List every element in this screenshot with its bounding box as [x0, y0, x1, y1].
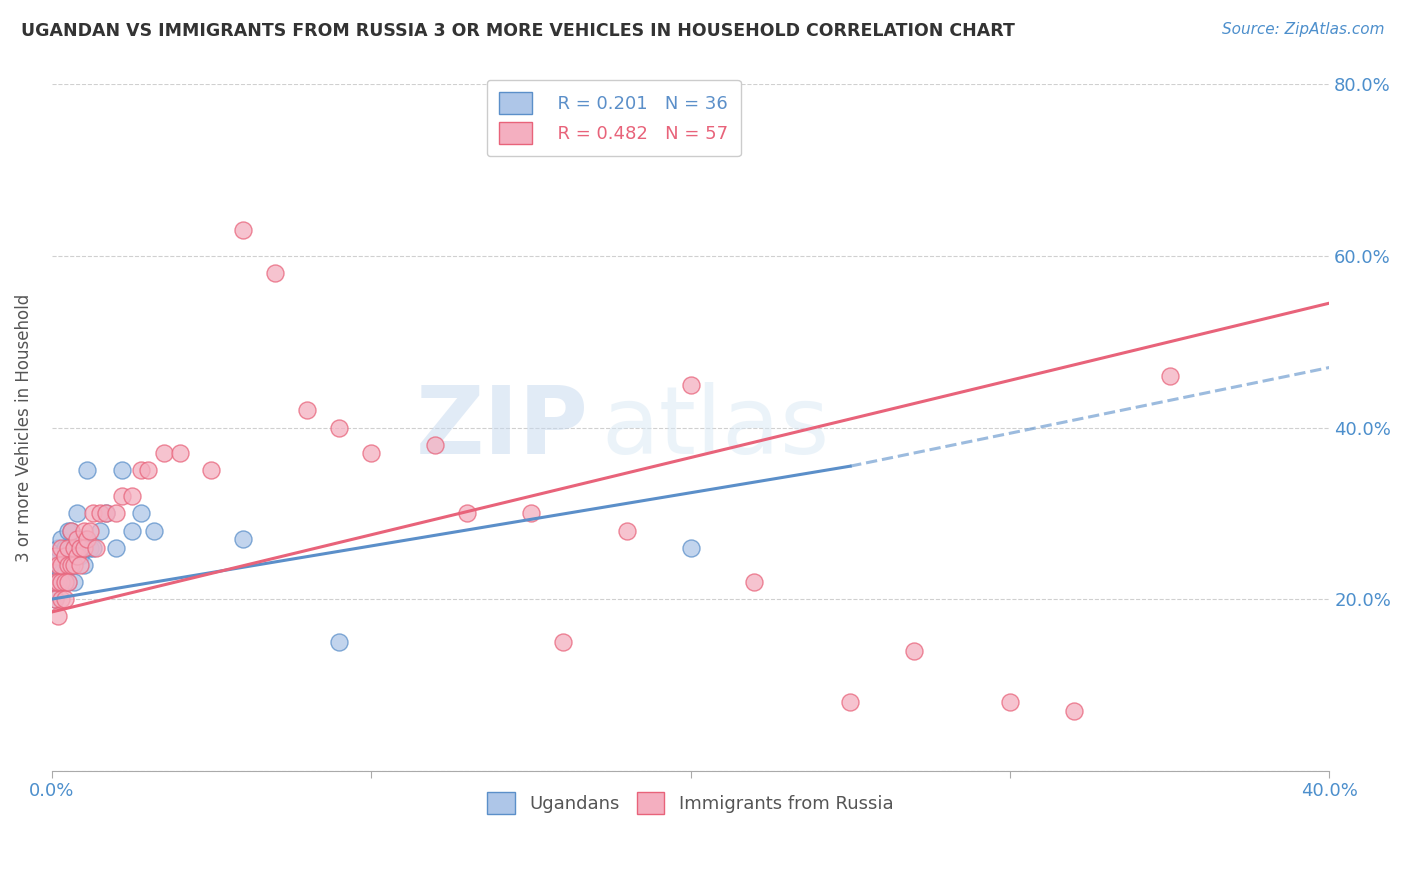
Point — [59, 558, 82, 572]
Point — [59, 524, 82, 538]
Point — [63, 541, 86, 555]
Point — [53, 592, 76, 607]
Point — [51, 558, 73, 572]
Point — [79, 541, 101, 555]
Point — [66, 549, 89, 564]
Point — [51, 566, 73, 581]
Point — [73, 558, 96, 572]
Point — [616, 524, 638, 538]
Point — [73, 524, 96, 538]
Point — [86, 541, 108, 555]
Text: ZIP: ZIP — [415, 382, 588, 474]
Point — [297, 403, 319, 417]
Text: Source: ZipAtlas.com: Source: ZipAtlas.com — [1222, 22, 1385, 37]
Point — [423, 438, 446, 452]
Point — [51, 592, 73, 607]
Point — [104, 541, 127, 555]
Point — [551, 635, 574, 649]
Point — [169, 446, 191, 460]
Point — [44, 549, 66, 564]
Point — [73, 541, 96, 555]
Point — [44, 592, 66, 607]
Text: atlas: atlas — [602, 382, 830, 474]
Point — [46, 558, 69, 572]
Point — [66, 507, 89, 521]
Point — [56, 574, 79, 589]
Point — [63, 574, 86, 589]
Point — [111, 463, 134, 477]
Point — [51, 574, 73, 589]
Point — [82, 541, 104, 555]
Point — [232, 532, 254, 546]
Point — [200, 463, 222, 477]
Point — [1159, 369, 1181, 384]
Point — [1063, 704, 1085, 718]
Point — [744, 574, 766, 589]
Point — [53, 574, 76, 589]
Point — [63, 558, 86, 572]
Point — [63, 541, 86, 555]
Text: UGANDAN VS IMMIGRANTS FROM RUSSIA 3 OR MORE VEHICLES IN HOUSEHOLD CORRELATION CH: UGANDAN VS IMMIGRANTS FROM RUSSIA 3 OR M… — [21, 22, 1015, 40]
Point — [46, 609, 69, 624]
Point — [53, 549, 76, 564]
Point — [53, 566, 76, 581]
Point — [456, 507, 478, 521]
Point — [46, 541, 69, 555]
Point — [69, 541, 91, 555]
Point — [111, 489, 134, 503]
Point — [152, 446, 174, 460]
Point — [44, 592, 66, 607]
Point — [66, 532, 89, 546]
Point — [328, 635, 350, 649]
Point — [136, 463, 159, 477]
Point — [142, 524, 165, 538]
Point — [232, 223, 254, 237]
Point — [89, 507, 111, 521]
Point — [53, 541, 76, 555]
Point — [56, 541, 79, 555]
Point — [69, 558, 91, 572]
Point — [903, 643, 925, 657]
Point — [360, 446, 382, 460]
Point — [59, 541, 82, 555]
Point — [51, 574, 73, 589]
Y-axis label: 3 or more Vehicles in Household: 3 or more Vehicles in Household — [15, 293, 32, 562]
Point — [46, 549, 69, 564]
Point — [79, 524, 101, 538]
Legend: Ugandans, Immigrants from Russia: Ugandans, Immigrants from Russia — [478, 783, 903, 823]
Point — [520, 507, 543, 521]
Point — [94, 507, 117, 521]
Point — [264, 266, 287, 280]
Point — [56, 558, 79, 572]
Point — [94, 507, 117, 521]
Point — [46, 574, 69, 589]
Point — [59, 524, 82, 538]
Point — [51, 532, 73, 546]
Point — [121, 489, 143, 503]
Point — [56, 524, 79, 538]
Point — [328, 420, 350, 434]
Point — [121, 524, 143, 538]
Point — [44, 574, 66, 589]
Point — [44, 558, 66, 572]
Point — [76, 463, 98, 477]
Point — [129, 463, 152, 477]
Point — [73, 532, 96, 546]
Point — [839, 695, 862, 709]
Point — [69, 549, 91, 564]
Point — [51, 541, 73, 555]
Point — [56, 549, 79, 564]
Point — [89, 524, 111, 538]
Point — [44, 574, 66, 589]
Point — [104, 507, 127, 521]
Point — [82, 507, 104, 521]
Point — [76, 532, 98, 546]
Point — [129, 507, 152, 521]
Point — [46, 574, 69, 589]
Point — [679, 377, 702, 392]
Point — [66, 549, 89, 564]
Point — [679, 541, 702, 555]
Point — [998, 695, 1021, 709]
Point — [56, 574, 79, 589]
